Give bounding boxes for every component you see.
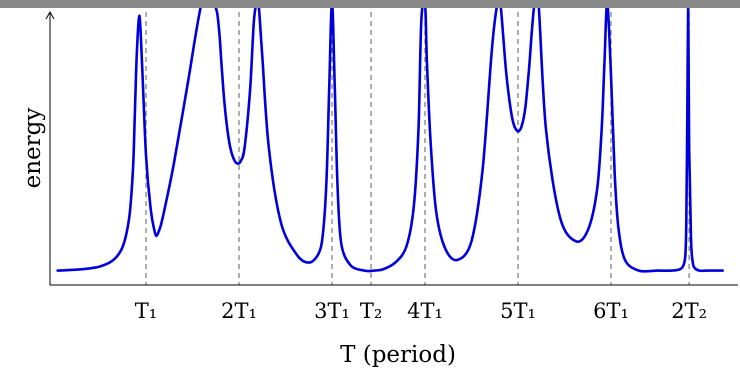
x-tick-label-3: T₂ [360, 299, 382, 323]
curve-layer [56, 8, 724, 273]
x-tick-labels: T₁ 2T₁ 3T₁ T₂ 4T₁ 5T₁ 6T₁ 2T₂ [135, 299, 707, 323]
y-axis-label: energy [20, 108, 46, 189]
x-tick-label-2: 3T₁ [314, 299, 350, 323]
x-tick-label-0: T₁ [135, 299, 157, 323]
y-axis-arrow [45, 10, 55, 20]
x-tick-label-6: 6T₁ [593, 299, 629, 323]
top-border-bar [0, 0, 740, 8]
x-tick-label-4: 4T₁ [407, 299, 443, 323]
x-tick-label-7: 2T₂ [671, 299, 707, 323]
x-tick-label-5: 5T₁ [500, 299, 536, 323]
x-tick-label-1: 2T₁ [221, 299, 257, 323]
x-axis-label: T (period) [340, 342, 456, 368]
energy-curve-0 [56, 8, 724, 273]
